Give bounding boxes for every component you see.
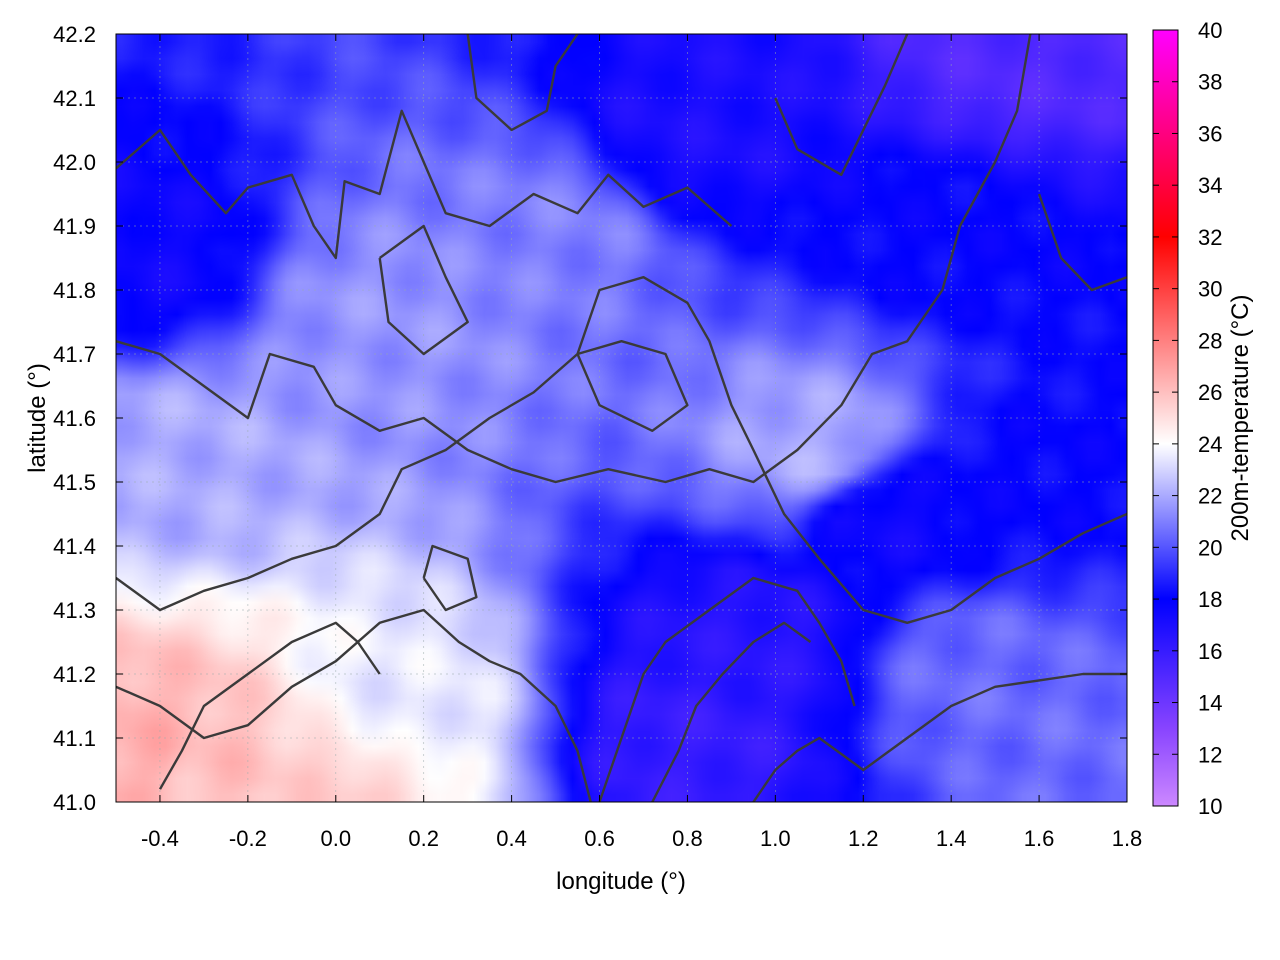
y-tick-label: 41.0: [53, 790, 96, 815]
y-tick-label: 41.6: [53, 406, 96, 431]
contour-line: [116, 276, 1127, 624]
contour-line: [752, 672, 1127, 802]
contour-line: [576, 340, 689, 432]
contour-line: [1037, 193, 1127, 292]
contour-line: [378, 224, 469, 356]
colorbar-tick-label: 16: [1198, 639, 1222, 664]
x-tick-label: 0.0: [320, 826, 351, 851]
y-tick-label: 42.2: [53, 22, 96, 47]
x-tick-label: 1.6: [1024, 826, 1055, 851]
colorbar-tick-label: 40: [1198, 18, 1222, 43]
x-tick-label: 1.8: [1112, 826, 1143, 851]
x-tick-label: 0.2: [408, 826, 439, 851]
contour-line: [116, 608, 592, 802]
colorbar-tick-label: 34: [1198, 173, 1222, 198]
y-tick-label: 41.1: [53, 726, 96, 751]
colorbar-tick-label: 30: [1198, 277, 1222, 302]
colorbar-tick-label: 14: [1198, 691, 1222, 716]
x-tick-label: 1.4: [936, 826, 967, 851]
y-tick-label: 41.2: [53, 662, 96, 687]
y-tick-label: 41.5: [53, 470, 96, 495]
y-tick-label: 41.3: [53, 598, 96, 623]
colorbar: 10 12 14 16 18 20 22 24 26 28 30 32 34 36 38 40: [1152, 18, 1222, 819]
contour-line: [116, 34, 1032, 484]
colorbar-tick-label: 22: [1198, 484, 1222, 509]
contour-line: [422, 544, 478, 612]
colorbar-tick-label: 24: [1198, 432, 1222, 457]
y-axis-label: latitude (°): [24, 363, 51, 473]
colorbar-tick-label: 18: [1198, 587, 1222, 612]
contour-line: [774, 34, 909, 176]
colorbar-tick-label: 38: [1198, 70, 1222, 95]
colorbar-tick-label: 12: [1198, 742, 1222, 767]
contour-lines: [116, 34, 1127, 802]
y-tick-label: 41.7: [53, 342, 96, 367]
colorbar-tick-label: 26: [1198, 380, 1222, 405]
colorbar-gradient: [1152, 29, 1179, 807]
x-tick-label: 1.0: [760, 826, 791, 851]
y-tick-label: 41.4: [53, 534, 96, 559]
colorbar-tick-label: 20: [1198, 535, 1222, 560]
colorbar-label: 200m-temperature (°C): [1227, 294, 1254, 541]
y-axis: 41.0 41.1 41.2 41.3 41.4 41.5 41.6 41.7 41.8 41.9…: [53, 22, 1127, 815]
x-tick-label: 0.8: [672, 826, 703, 851]
colorbar-tick-label: 32: [1198, 225, 1222, 250]
contour-line: [651, 621, 812, 802]
y-tick-label: 41.9: [53, 214, 96, 239]
y-tick-label: 42.1: [53, 86, 96, 111]
contour-line: [158, 621, 381, 790]
x-tick-label: 1.2: [848, 826, 879, 851]
colorbar-tick-label: 10: [1198, 794, 1222, 819]
x-tick-label: 0.4: [496, 826, 527, 851]
x-tick-label: -0.4: [141, 826, 179, 851]
x-axis: -0.4 -0.2 0.0 0.2 0.4 0.6 0.8 1.0 1.2 1.4 1.6 1.8: [141, 34, 1142, 851]
contour-line: [598, 576, 856, 802]
plot-area: [115, 33, 1128, 803]
colorbar-tick-label: 36: [1198, 121, 1222, 146]
y-tick-label: 42.0: [53, 150, 96, 175]
colorbar-tick-label: 28: [1198, 328, 1222, 353]
x-axis-label: longitude (°): [556, 868, 686, 895]
contour-line: [116, 109, 733, 260]
x-tick-label: 0.6: [584, 826, 615, 851]
y-tick-label: 41.8: [53, 278, 96, 303]
contour-line: [466, 34, 579, 132]
x-tick-label: -0.2: [229, 826, 267, 851]
